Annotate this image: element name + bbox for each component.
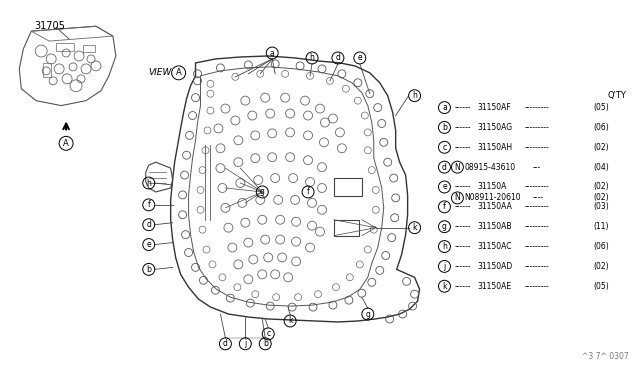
Text: ------: ------ <box>454 183 471 192</box>
Text: 31150AG: 31150AG <box>477 123 513 132</box>
Text: (05): (05) <box>593 282 609 291</box>
Text: k: k <box>442 282 447 291</box>
Text: ------: ------ <box>454 103 471 112</box>
Text: ---------: --------- <box>525 143 550 152</box>
Text: ------: ------ <box>454 222 471 231</box>
Text: ------: ------ <box>454 202 471 211</box>
Text: ---------: --------- <box>525 282 550 291</box>
Text: ---: --- <box>533 163 541 171</box>
Text: k: k <box>288 317 292 326</box>
Text: j: j <box>244 339 246 348</box>
Text: 31150AD: 31150AD <box>477 262 513 271</box>
Text: a: a <box>442 103 447 112</box>
Bar <box>334 178 362 196</box>
Text: (06): (06) <box>593 242 609 251</box>
Text: b: b <box>442 123 447 132</box>
Bar <box>56 43 74 51</box>
Text: d: d <box>223 339 228 348</box>
Text: f: f <box>307 187 309 196</box>
Text: N08911-20610: N08911-20610 <box>465 193 521 202</box>
Text: N: N <box>454 193 460 202</box>
Text: 31150AB: 31150AB <box>477 222 512 231</box>
Text: d: d <box>442 163 447 171</box>
Text: ---------: --------- <box>525 202 550 211</box>
Text: (02): (02) <box>593 143 609 152</box>
Text: 31150A: 31150A <box>477 183 507 192</box>
Text: 31150AH: 31150AH <box>477 143 513 152</box>
Text: h: h <box>412 91 417 100</box>
Text: ------: ------ <box>454 242 471 251</box>
Text: (05): (05) <box>593 103 609 112</box>
Text: d: d <box>147 220 151 229</box>
Text: h: h <box>442 242 447 251</box>
Text: 31150AA: 31150AA <box>477 202 512 211</box>
Text: VIEW: VIEW <box>148 68 172 77</box>
Text: ------: ------ <box>454 123 471 132</box>
Text: f: f <box>443 202 446 211</box>
Text: ------: ------ <box>454 282 471 291</box>
Text: (02): (02) <box>593 183 609 192</box>
Text: c: c <box>442 143 447 152</box>
Text: A: A <box>176 68 182 77</box>
Text: b: b <box>263 339 268 348</box>
Text: j: j <box>444 262 445 271</box>
Text: h: h <box>310 54 314 62</box>
Text: a: a <box>270 48 275 58</box>
Bar <box>83 45 95 52</box>
Text: d: d <box>335 54 340 62</box>
Text: ------: ------ <box>454 143 471 152</box>
Text: ---------: --------- <box>525 262 550 271</box>
Text: h: h <box>147 179 151 187</box>
Text: ---------: --------- <box>525 183 550 192</box>
Text: (03): (03) <box>593 202 609 211</box>
Text: ------: ------ <box>454 262 471 271</box>
Text: (04): (04) <box>593 163 609 171</box>
Text: 31150AE: 31150AE <box>477 282 511 291</box>
Text: Q'TY: Q'TY <box>608 91 627 100</box>
Text: 08915-43610: 08915-43610 <box>465 163 515 171</box>
Text: (11): (11) <box>593 222 609 231</box>
Text: e: e <box>358 54 362 62</box>
Bar <box>44 63 51 77</box>
Text: ---------: --------- <box>525 242 550 251</box>
Text: ---------: --------- <box>525 103 550 112</box>
Text: f: f <box>147 201 150 209</box>
Text: 31150AF: 31150AF <box>477 103 511 112</box>
Text: A: A <box>63 139 69 148</box>
Text: N: N <box>454 163 460 171</box>
Text: ----: ---- <box>533 193 544 202</box>
Text: g: g <box>442 222 447 231</box>
Text: e: e <box>442 183 447 192</box>
Text: b: b <box>147 265 151 274</box>
Text: c: c <box>266 329 270 339</box>
Text: ---------: --------- <box>525 222 550 231</box>
Text: 31150AC: 31150AC <box>477 242 512 251</box>
Text: (02): (02) <box>593 262 609 271</box>
Text: (02): (02) <box>593 193 609 202</box>
Text: e: e <box>147 240 151 249</box>
Text: (06): (06) <box>593 123 609 132</box>
Bar <box>334 220 359 235</box>
Text: g: g <box>365 310 370 318</box>
Text: ^3 7^ 0307: ^3 7^ 0307 <box>582 352 628 361</box>
Text: ---------: --------- <box>525 123 550 132</box>
Text: g: g <box>260 187 265 196</box>
Text: 31705: 31705 <box>35 21 65 31</box>
Text: k: k <box>412 223 417 232</box>
